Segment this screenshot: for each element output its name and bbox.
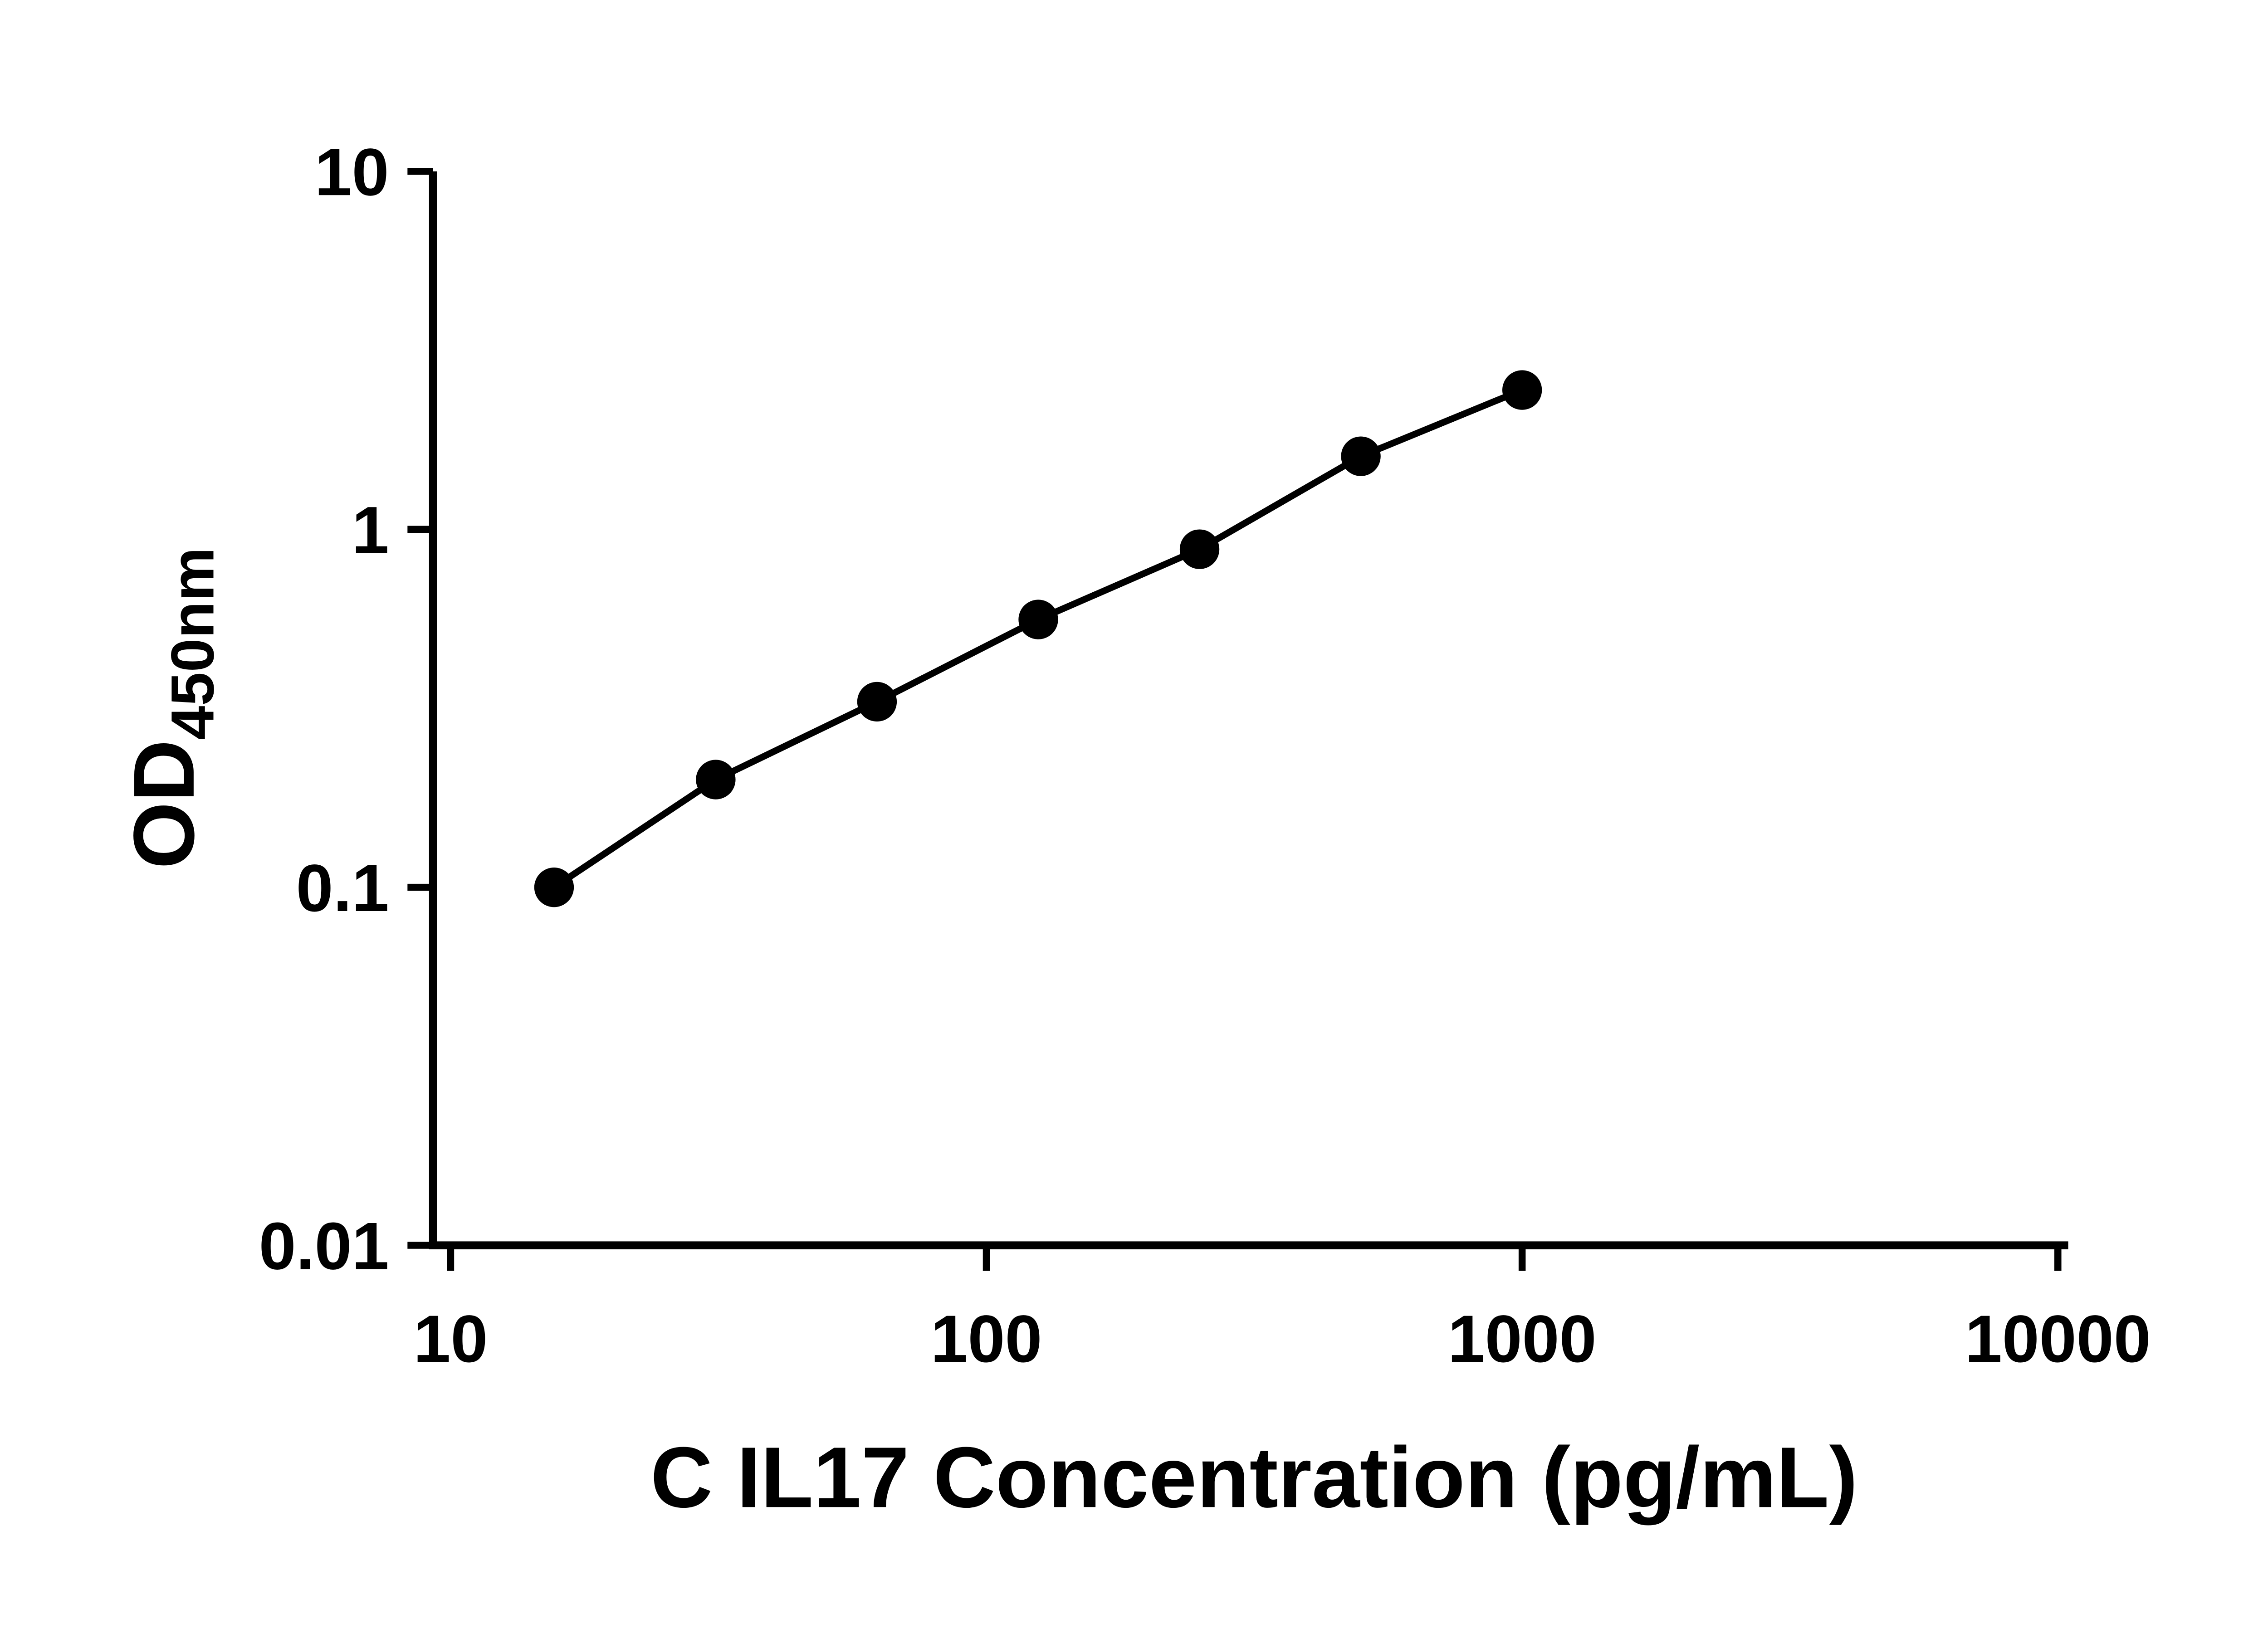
- x-axis-label: C IL17 Concentration (pg/mL): [650, 1429, 1858, 1526]
- data-point: [1018, 600, 1058, 639]
- data-point: [1502, 370, 1542, 410]
- y-tick-label: 0.01: [259, 1209, 389, 1283]
- x-tick-label: 10: [413, 1302, 488, 1376]
- x-tick-label: 1000: [1448, 1302, 1597, 1376]
- data-point: [696, 760, 736, 800]
- data-point: [534, 868, 574, 907]
- axes: [429, 171, 2068, 1249]
- data-point: [1341, 436, 1381, 476]
- y-tick-label: 1: [352, 493, 389, 568]
- y-axis-label: OD450nm: [116, 547, 227, 869]
- y-tick-label: 10: [315, 135, 389, 210]
- data-point: [1179, 529, 1220, 569]
- y-axis-label-subscript: 450nm: [159, 547, 227, 740]
- plot-area: 10 100 1000 10000 0.01 0.1 1 10: [259, 135, 2151, 1376]
- y-tick-label: 0.1: [296, 851, 389, 926]
- data-point: [857, 682, 897, 722]
- y-axis-label-main: OD: [116, 740, 212, 869]
- x-tick-label: 10000: [1965, 1302, 2151, 1376]
- x-tick-label: 100: [931, 1302, 1042, 1376]
